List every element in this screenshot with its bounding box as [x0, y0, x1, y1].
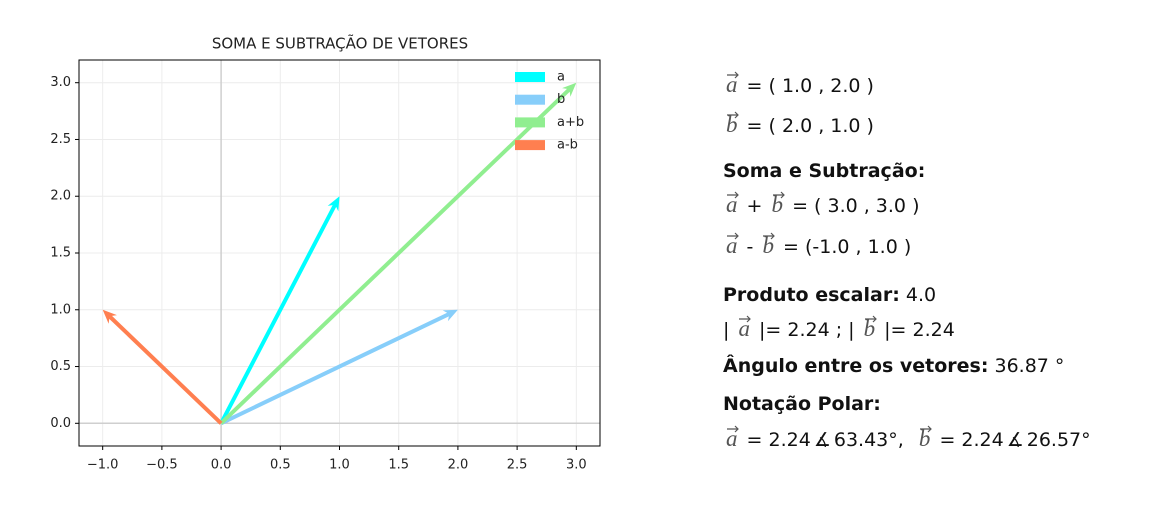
y-tick-label: 2.0	[50, 189, 71, 204]
line-b: b = ( 2.0 , 1.0 )	[723, 111, 874, 138]
text: |	[723, 319, 730, 341]
x-tick-label: 2.0	[448, 458, 469, 473]
line-a: a = ( 1.0 , 2.0 )	[723, 71, 874, 98]
line-dot: Produto escalar: 4.0	[723, 284, 936, 306]
legend-label: b	[557, 92, 565, 107]
text: 63.43°,	[833, 429, 904, 451]
vector-arrow	[919, 425, 932, 433]
line-diff: a - b = (-1.0 , 1.0 )	[723, 232, 912, 259]
vector-arrow	[763, 232, 776, 240]
chart: SOMA E SUBTRAÇÃO DE VETORES −1.0 −0.5 0.0 0…	[50, 34, 601, 473]
vector-symbol: a	[723, 191, 741, 218]
vector-arrow	[727, 111, 739, 119]
vector-symbol: a	[723, 71, 741, 98]
angle-symbol: ∡	[813, 429, 831, 451]
line-norms: | a |= 2.24 ; | b |= 2.24	[723, 315, 955, 342]
legend-swatch	[515, 72, 545, 82]
arrow-path	[772, 191, 785, 199]
y-tick-label: 0.0	[50, 416, 71, 431]
arrow-path	[727, 232, 739, 240]
vector-arrow	[220, 309, 458, 426]
x-tick-label: 0.0	[211, 458, 232, 473]
legend-swatch	[515, 94, 545, 105]
y-tick-label: 0.5	[50, 359, 71, 374]
arrow-path	[763, 232, 776, 240]
vector-arrow	[727, 191, 739, 199]
vector-symbol: b	[723, 111, 741, 138]
y-tick-label: 1.5	[50, 246, 71, 261]
vector-symbol: a	[723, 425, 741, 452]
text: 26.57°	[1026, 429, 1091, 451]
x-tick-label: −1.0	[87, 458, 119, 473]
x-tick-label: 3.0	[566, 458, 587, 473]
vector-symbol: a	[735, 315, 753, 342]
legend-label: a+b	[557, 115, 584, 130]
vector-symbol: b	[759, 232, 777, 259]
arrow-path	[739, 315, 752, 323]
vector-arrow	[739, 315, 752, 323]
x-tick-label: 0.5	[270, 458, 291, 473]
vector-symbol: b	[861, 315, 879, 342]
heading: Notação Polar:	[723, 393, 881, 415]
legend-label: a	[557, 70, 565, 85]
plot-frame	[78, 59, 601, 447]
arrow-path	[727, 191, 739, 199]
vector-arrow	[102, 309, 223, 425]
arrow-path	[727, 111, 739, 119]
vector-arrow	[772, 191, 785, 199]
legend-swatch	[515, 117, 545, 128]
arrow-path	[727, 71, 739, 79]
arrow-path	[919, 425, 932, 433]
y-tick-label: 2.5	[50, 132, 71, 147]
arrow-path	[727, 425, 739, 433]
text: = 2.24	[939, 429, 1004, 451]
vector-symbol: b	[769, 191, 787, 218]
text: = ( 2.0 , 1.0 )	[746, 115, 874, 137]
arrow-path	[864, 315, 877, 323]
vector-arrow	[864, 315, 877, 323]
y-tick-label: 3.0	[50, 75, 71, 90]
text: -	[746, 236, 754, 258]
vector-symbol: a	[723, 232, 741, 259]
text: |= 2.24 ;	[759, 319, 843, 341]
text: = 2.24	[746, 429, 811, 451]
heading: Soma e Subtração:	[723, 160, 926, 182]
vector-arrow	[727, 232, 739, 240]
vector-symbol: b	[916, 425, 934, 452]
text: |= 2.24	[884, 319, 955, 341]
text: = ( 3.0 , 3.0 )	[792, 195, 920, 217]
legend-label: a-b	[557, 138, 578, 153]
text: |	[848, 319, 855, 341]
vector-arrow	[727, 71, 739, 79]
text: = ( 1.0 , 2.0 )	[746, 75, 874, 97]
chart-title: SOMA E SUBTRAÇÃO DE VETORES	[212, 34, 468, 53]
angle-symbol: ∡	[1006, 429, 1024, 451]
vector-arrow	[219, 82, 577, 425]
x-tick-label: −0.5	[146, 458, 178, 473]
results-panel: a = ( 1.0 , 2.0 ) b = ( 2.0 , 1.0 ) Soma…	[723, 0, 1143, 508]
text: +	[746, 195, 763, 217]
x-tick-label: 1.0	[329, 458, 350, 473]
label: Produto escalar:	[723, 284, 900, 306]
line-angle: Ângulo entre os vetores: 36.87 °	[723, 355, 1064, 377]
x-tick-label: 1.5	[388, 458, 409, 473]
vector-arrow	[727, 425, 739, 433]
x-tick-label: 2.5	[507, 458, 528, 473]
line-polar: a = 2.24 ∡ 63.43°, b = 2.24 ∡ 26.57°	[723, 425, 1091, 452]
y-tick-label: 1.0	[50, 302, 71, 317]
value: 36.87 °	[994, 355, 1065, 377]
label: Ângulo entre os vetores:	[723, 355, 989, 377]
text: = (-1.0 , 1.0 )	[783, 236, 912, 258]
line-sum: a + b = ( 3.0 , 3.0 )	[723, 191, 920, 218]
vector-arrow	[219, 196, 340, 425]
value: 4.0	[905, 284, 937, 306]
legend-swatch	[515, 140, 545, 151]
